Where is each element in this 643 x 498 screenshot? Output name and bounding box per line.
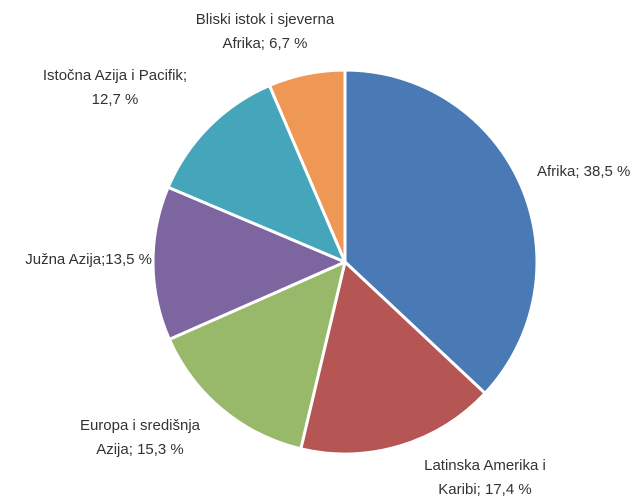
pie-slice: [267, 68, 347, 264]
data-label: Latinska Amerika i: [424, 457, 546, 474]
data-label: Europa i središnja: [80, 417, 201, 434]
pie-slice: [167, 260, 347, 451]
pie-slice: [343, 68, 539, 395]
data-label: Afrika; 38,5 %: [537, 163, 630, 180]
data-label: Karibi; 17,4 %: [438, 481, 531, 498]
pie-slice: [166, 83, 347, 264]
data-label: Azija; 15,3 %: [96, 441, 184, 458]
data-label: Afrika; 6,7 %: [222, 35, 307, 52]
pie-slice: [299, 260, 487, 456]
pie-slice: [151, 185, 347, 341]
data-label: Južna Azija;13,5 %: [25, 251, 152, 268]
data-label: 12,7 %: [92, 91, 139, 108]
data-label: Bliski istok i sjeverna: [196, 11, 335, 28]
data-label: Istočna Azija i Pacifik;: [43, 67, 187, 84]
